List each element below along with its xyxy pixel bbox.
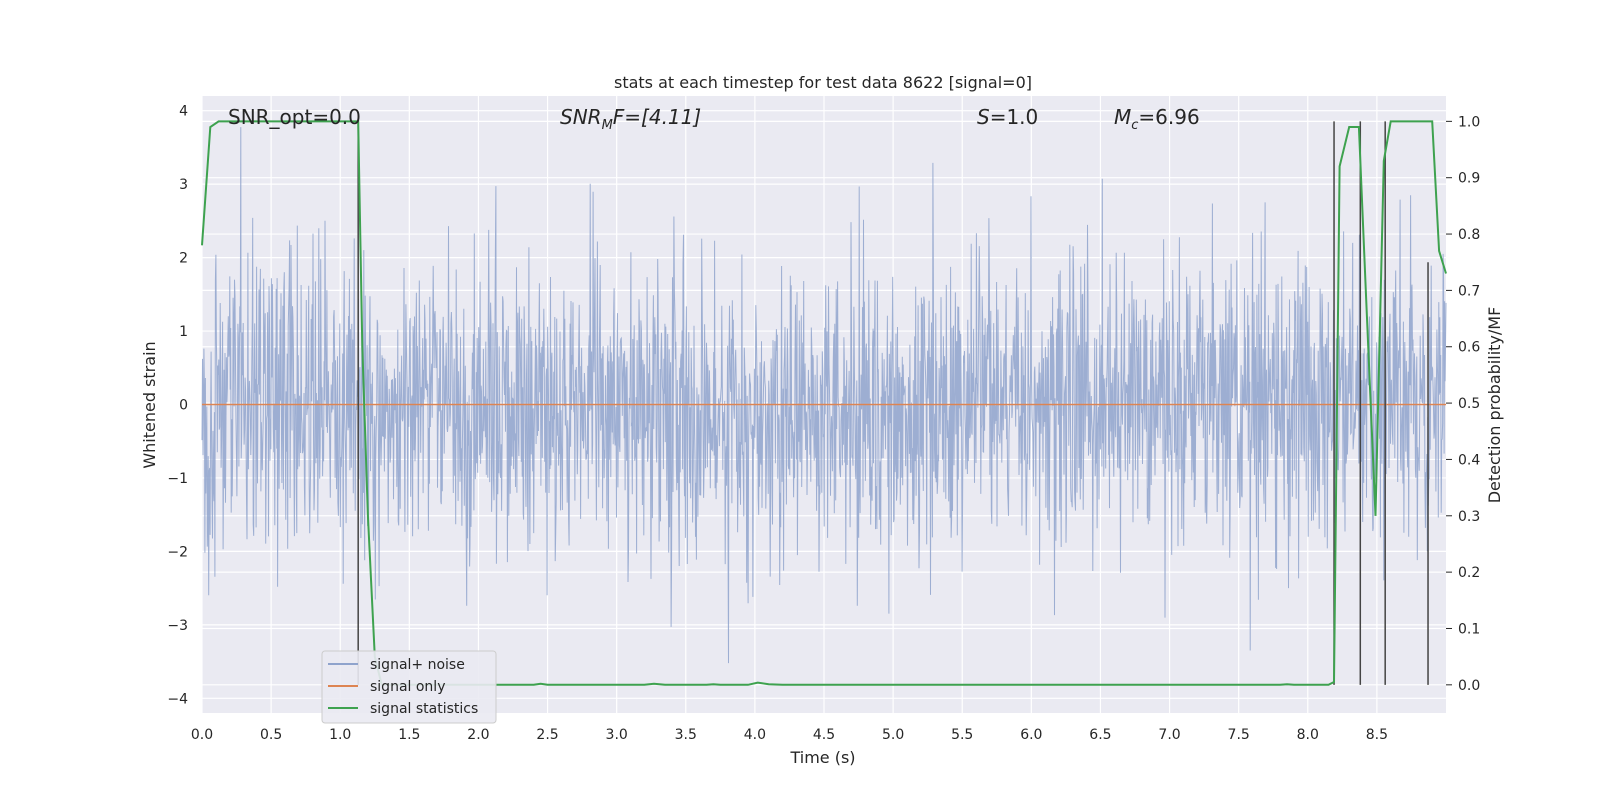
y-right-axis-label: Detection probability/MF [1485,307,1504,504]
x-axis-label: Time (s) [789,748,855,767]
x-tick-label: 7.0 [1158,727,1180,743]
chart-title: stats at each timestep for test data 862… [614,73,1032,92]
annotation-snr-mf-symbol: SNR [560,105,602,129]
y-right-tick-label: 0.0 [1458,678,1480,694]
x-tick-label: 3.5 [675,727,697,743]
y-tick-label: 2 [179,251,188,267]
y-right-tick-label: 0.7 [1458,283,1480,299]
legend-box [321,650,497,724]
legend-label-signal: signal only [370,679,445,695]
y-axis-label: Whitened strain [140,341,159,468]
x-tick-label: 0.0 [191,727,213,743]
y-tick-label: 0 [179,398,188,414]
x-tick-label: 5.5 [951,727,973,743]
annotation-snr-mf-sub: M [602,118,613,133]
y-tick-label: −2 [167,544,188,560]
x-tick-label: 2.5 [536,727,558,743]
x-tick-label: 6.0 [1020,727,1042,743]
legend: signal+ noise signal only signal statist… [321,650,497,724]
y-axis-ticks: −4 −3 −2 −1 0 1 2 3 4 [167,104,188,708]
noise-series [201,127,1447,664]
y-right-tick-label: 0.4 [1458,452,1480,468]
y-right-tick-label: 0.5 [1458,396,1480,412]
y-tick-label: −3 [167,618,188,634]
annotation-s-rest: =1.0 [990,105,1039,129]
x-tick-label: 1.5 [398,727,420,743]
annotation-mc-sub: c [1131,118,1138,133]
x-tick-label: 0.5 [260,727,282,743]
detection-lines [357,121,1429,685]
x-tick-label: 4.5 [813,727,835,743]
annotation-mc-rest: =6.96 [1138,105,1199,129]
y-tick-label: 1 [179,324,188,340]
x-tick-label: 8.5 [1366,727,1388,743]
y-tick-label: 3 [179,177,188,193]
y-tick-label: −1 [167,471,188,487]
annotation-snr-mf-rest: F=[4.11] [613,105,701,129]
y-right-tick-label: 1.0 [1458,114,1480,130]
statistics-line [201,120,1447,686]
y-right-tick-label: 0.6 [1458,340,1480,356]
y-tick-label: −4 [167,691,188,707]
annotation-s: S=1.0 [977,105,1038,129]
annotation-mc-symbol: M [1114,105,1131,129]
x-tick-label: 8.0 [1297,727,1319,743]
y-right-axis-ticks: 0.0 0.1 0.2 0.3 0.4 0.5 0.6 0.7 0.8 0.9 1.0 [1446,114,1480,694]
noise-trace [201,127,1447,664]
x-tick-label: 6.5 [1089,727,1111,743]
x-tick-label: 4.0 [744,727,766,743]
x-tick-label: 3.0 [606,727,628,743]
x-axis-ticks: 0.0 0.5 1.0 1.5 2.0 2.5 3.0 3.5 4.0 4.5 5.0 5.5 6.0 6… [191,727,1388,743]
legend-label-statistics: signal statistics [370,701,478,717]
y-tick-label: 4 [179,104,188,120]
x-tick-label: 7.5 [1228,727,1250,743]
statistics-series [201,120,1447,686]
annotation-mc: Mc=6.96 [1114,105,1200,133]
y-right-tick-label: 0.8 [1458,227,1480,243]
y-right-tick-label: 0.2 [1458,565,1480,581]
x-tick-label: 1.0 [329,727,351,743]
x-tick-label: 2.0 [467,727,489,743]
annotation-s-symbol: S [977,105,990,129]
y-right-tick-label: 0.3 [1458,509,1480,525]
y-right-tick-label: 0.9 [1458,171,1480,187]
legend-label-noise: signal+ noise [370,657,465,673]
annotation-snr-mf: SNRMF=[4.11] [560,105,701,133]
x-tick-label: 5.0 [882,727,904,743]
annotation-snr-opt: SNR_opt=0.0 [228,105,361,129]
y-right-tick-label: 0.1 [1458,621,1480,637]
